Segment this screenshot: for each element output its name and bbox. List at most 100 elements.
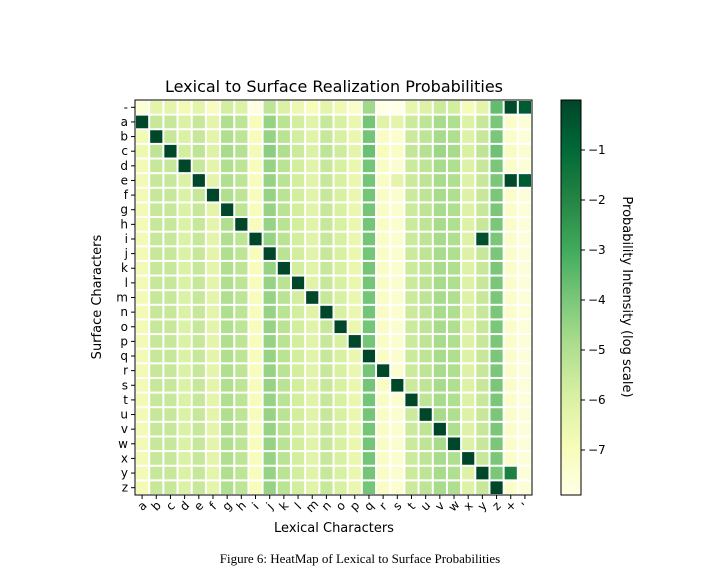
heatmap-cell-5-14 bbox=[334, 174, 347, 187]
heatmap-cell-16-18 bbox=[391, 335, 404, 348]
heatmap-cell-25-0 bbox=[136, 466, 149, 480]
heatmap-cell-21-15 bbox=[348, 408, 361, 421]
heatmap-cell-23-27 bbox=[518, 437, 531, 451]
heatmap-cell-12-5 bbox=[206, 276, 220, 290]
y-tick-label: g bbox=[120, 203, 128, 217]
heatmap-cell-2-19 bbox=[405, 130, 418, 143]
heatmap-cells bbox=[136, 101, 531, 494]
heatmap-cell-23-16 bbox=[362, 437, 376, 451]
heatmap-cell-1-2 bbox=[164, 115, 177, 129]
heatmap-cell-3-1 bbox=[150, 144, 163, 158]
heatmap-cell-12-10 bbox=[277, 276, 290, 290]
heatmap-cell-0-18 bbox=[391, 101, 404, 114]
heatmap-cell-15-0 bbox=[136, 320, 149, 334]
heatmap-cell-10-14 bbox=[334, 247, 347, 260]
heatmap-cell-20-21 bbox=[433, 393, 446, 407]
heatmap-cell-11-2 bbox=[164, 261, 177, 275]
heatmap-cell-24-6 bbox=[221, 452, 234, 465]
heatmap-cell-3-17 bbox=[377, 144, 390, 158]
heatmap-cell-15-20 bbox=[419, 320, 432, 334]
heatmap-cell-18-24 bbox=[476, 364, 489, 377]
heatmap-cell-26-24 bbox=[476, 481, 489, 494]
heatmap-cell-3-19 bbox=[405, 144, 418, 158]
x-tick-label: v bbox=[432, 499, 447, 514]
heatmap-cell-13-26 bbox=[504, 291, 517, 304]
heatmap-cell-12-22 bbox=[447, 276, 461, 290]
heatmap-cell-11-9 bbox=[263, 261, 276, 275]
heatmap-cell-2-26 bbox=[504, 130, 517, 143]
heatmap-cell-9-4 bbox=[192, 232, 205, 246]
heatmap-cell-25-15 bbox=[348, 466, 361, 480]
heatmap-cell-25-27 bbox=[518, 466, 531, 480]
heatmap-cell-13-3 bbox=[178, 291, 191, 304]
heatmap-cell-15-27 bbox=[518, 320, 531, 334]
heatmap-cell-11-26 bbox=[504, 261, 517, 275]
heatmap-cell-4-17 bbox=[377, 159, 390, 173]
heatmap-cell-14-5 bbox=[206, 305, 220, 319]
heatmap-cell-24-13 bbox=[320, 452, 333, 465]
heatmap-cell-25-19 bbox=[405, 466, 418, 480]
chart-title: Lexical to Surface Realization Probabili… bbox=[165, 77, 503, 96]
heatmap-cell-19-19 bbox=[405, 378, 418, 392]
heatmap-cell-8-3 bbox=[178, 218, 191, 231]
heatmap-cell-18-5 bbox=[206, 364, 220, 377]
heatmap-cell-1-10 bbox=[277, 115, 290, 129]
heatmap-cell-4-11 bbox=[291, 159, 305, 173]
heatmap-cell-23-7 bbox=[235, 437, 248, 451]
heatmap-cell-10-27 bbox=[518, 247, 531, 260]
heatmap-cell-18-3 bbox=[178, 364, 191, 377]
heatmap-cell-14-12 bbox=[306, 305, 319, 319]
heatmap-cell-6-2 bbox=[164, 188, 177, 202]
heatmap-cell-6-8 bbox=[249, 188, 262, 202]
heatmap-cell-6-24 bbox=[476, 188, 489, 202]
heatmap-cell-22-18 bbox=[391, 422, 404, 436]
heatmap-cell-16-3 bbox=[178, 335, 191, 348]
heatmap-cell-6-13 bbox=[320, 188, 333, 202]
heatmap-cell-11-7 bbox=[235, 261, 248, 275]
heatmap-cell-19-26 bbox=[504, 378, 517, 392]
heatmap-cell-0-17 bbox=[377, 101, 390, 114]
heatmap-cell-13-7 bbox=[235, 291, 248, 304]
heatmap-cell-24-1 bbox=[150, 452, 163, 465]
heatmap-cell-7-23 bbox=[462, 203, 475, 217]
heatmap-cell-3-20 bbox=[419, 144, 432, 158]
heatmap-cell-14-18 bbox=[391, 305, 404, 319]
heatmap-cell-25-3 bbox=[178, 466, 191, 480]
heatmap-cell-11-12 bbox=[306, 261, 319, 275]
heatmap-cell-7-9 bbox=[263, 203, 276, 217]
heatmap-cell-8-15 bbox=[348, 218, 361, 231]
heatmap-cell-20-16 bbox=[362, 393, 376, 407]
heatmap-cell-21-22 bbox=[447, 408, 461, 421]
heatmap-cell-0-20 bbox=[419, 101, 432, 114]
heatmap-cell-10-1 bbox=[150, 247, 163, 260]
heatmap-cell-10-13 bbox=[320, 247, 333, 260]
heatmap-cell-15-21 bbox=[433, 320, 446, 334]
heatmap-cell-16-8 bbox=[249, 335, 262, 348]
y-tick-label: b bbox=[120, 130, 128, 144]
heatmap-cell-22-3 bbox=[178, 422, 191, 436]
heatmap-cell-9-16 bbox=[362, 232, 376, 246]
heatmap-cell-21-1 bbox=[150, 408, 163, 421]
heatmap-cell-7-27 bbox=[518, 203, 531, 217]
heatmap-cell-4-23 bbox=[462, 159, 475, 173]
heatmap-cell-15-24 bbox=[476, 320, 489, 334]
heatmap-cell-22-23 bbox=[462, 422, 475, 436]
heatmap-cell-4-8 bbox=[249, 159, 262, 173]
heatmap-cell-26-11 bbox=[291, 481, 305, 494]
heatmap-cell-8-21 bbox=[433, 218, 446, 231]
heatmap-cell-4-9 bbox=[263, 159, 276, 173]
heatmap-cell-10-12 bbox=[306, 247, 319, 260]
heatmap-cell-5-2 bbox=[164, 174, 177, 187]
heatmap-cell-14-15 bbox=[348, 305, 361, 319]
heatmap-cell-19-16 bbox=[362, 378, 376, 392]
heatmap-cell-5-6 bbox=[221, 174, 234, 187]
heatmap-cell-15-9 bbox=[263, 320, 276, 334]
heatmap-cell-15-5 bbox=[206, 320, 220, 334]
heatmap-cell-21-5 bbox=[206, 408, 220, 421]
heatmap-cell-23-11 bbox=[291, 437, 305, 451]
heatmap-cell-23-2 bbox=[164, 437, 177, 451]
heatmap-cell-19-20 bbox=[419, 378, 432, 392]
heatmap-cell-14-20 bbox=[419, 305, 432, 319]
heatmap-cell-3-23 bbox=[462, 144, 475, 158]
heatmap-cell-21-24 bbox=[476, 408, 489, 421]
